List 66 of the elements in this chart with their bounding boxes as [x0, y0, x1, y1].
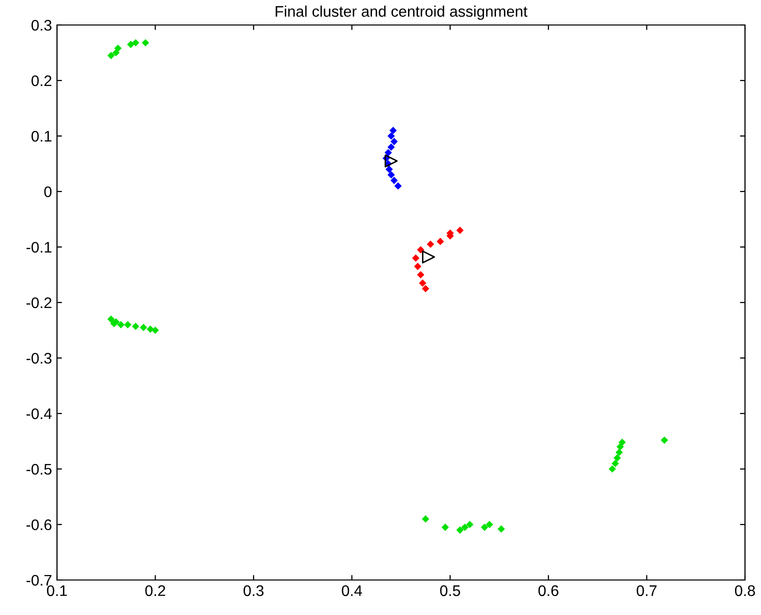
point: [416, 246, 424, 254]
point: [480, 524, 488, 531]
point: [117, 321, 125, 328]
point: [616, 443, 624, 450]
point: [140, 324, 148, 332]
point: [612, 460, 619, 468]
y-tick-label: -0.3: [26, 352, 52, 364]
point: [107, 52, 115, 60]
point: [614, 454, 621, 462]
point: [132, 39, 140, 46]
point: [390, 176, 398, 184]
point: [616, 448, 623, 456]
point: [422, 284, 430, 292]
point: [418, 279, 426, 287]
chart-title: Final cluster and centroid assignment: [276, 6, 528, 20]
point: [107, 315, 115, 323]
point: [389, 126, 397, 134]
point: [152, 326, 159, 334]
point: [414, 262, 422, 270]
point: [384, 148, 392, 156]
x-tick-label: 0.7: [636, 585, 657, 596]
point: [124, 321, 132, 328]
point: [426, 240, 434, 248]
x-tick-label: 0.4: [342, 585, 362, 596]
x-tick-label: 0.6: [538, 585, 558, 596]
y-tick-label: 0.2: [32, 75, 52, 86]
point: [390, 138, 398, 146]
point: [416, 271, 424, 278]
point: [436, 238, 444, 246]
point: [608, 465, 616, 473]
point: [384, 154, 398, 168]
y-tick-label: -0.2: [26, 297, 52, 308]
point: [422, 515, 430, 523]
point: [394, 182, 402, 190]
point: [461, 524, 469, 531]
point: [387, 132, 395, 140]
point: [114, 44, 122, 52]
point: [387, 171, 395, 179]
x-tick-label: 0.3: [244, 585, 264, 596]
y-tick-label: -0.5: [26, 464, 52, 475]
y-tick-label: 0: [44, 186, 52, 198]
point: [386, 166, 393, 173]
point: [466, 520, 474, 528]
point: [127, 40, 134, 48]
point: [422, 250, 436, 264]
point: [498, 525, 505, 533]
point: [442, 524, 449, 531]
x-tick-label: 0.2: [145, 585, 166, 596]
point: [618, 438, 626, 446]
y-tick-label: 0.1: [32, 130, 52, 142]
y-tick-label: 0.3: [32, 20, 52, 31]
x-tick-label: 0.1: [46, 585, 67, 596]
point: [456, 526, 464, 534]
y-tick-label: -0.7: [26, 574, 52, 586]
y-tick-label: -0.1: [26, 242, 52, 253]
point: [132, 322, 140, 330]
x-tick-label: 0.8: [734, 585, 755, 596]
point: [412, 254, 420, 262]
point: [486, 520, 494, 528]
point: [660, 436, 668, 444]
point: [387, 143, 395, 151]
y-tick-label: -0.6: [26, 519, 52, 530]
point: [142, 39, 150, 46]
point: [456, 226, 464, 234]
x-tick-label: 0.5: [440, 585, 460, 596]
y-tick-label: -0.4: [26, 408, 52, 420]
